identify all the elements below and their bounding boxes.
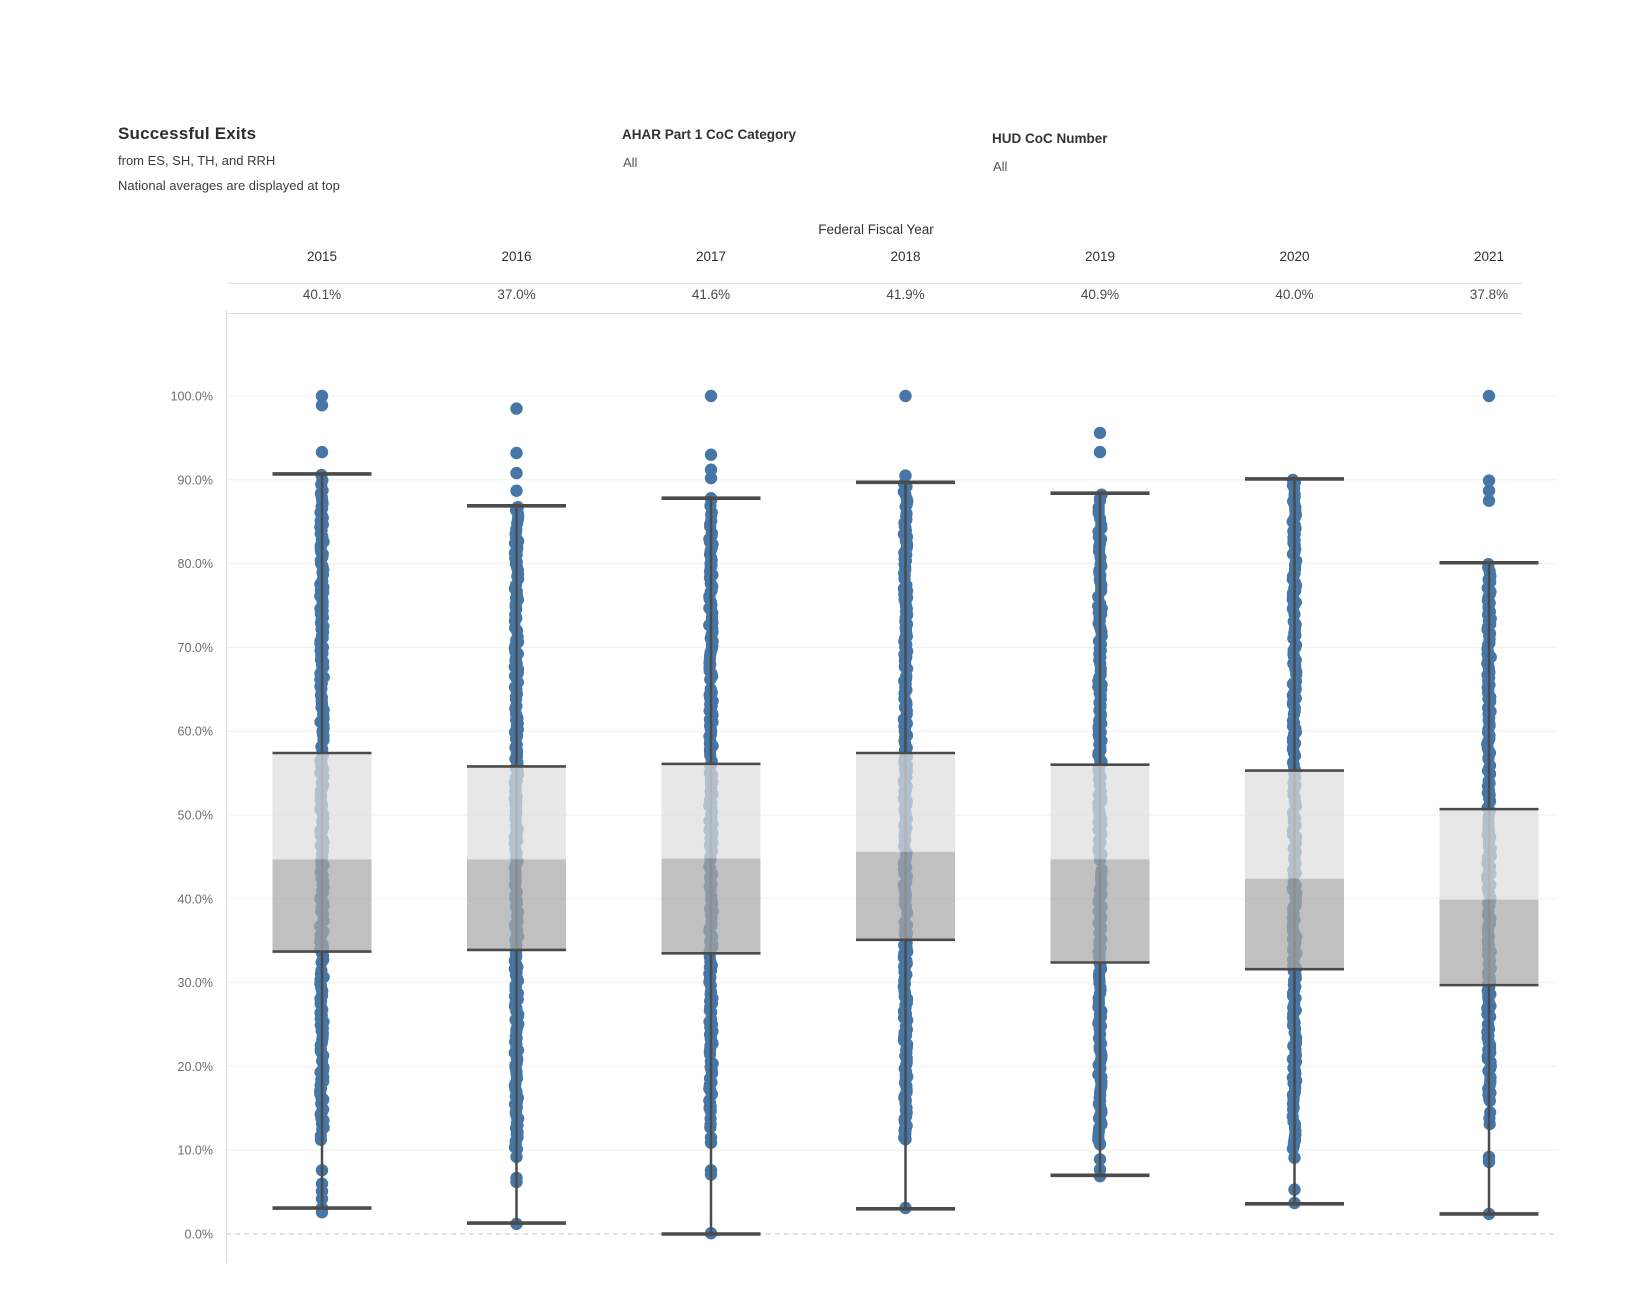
outlier-dot[interactable] [1482, 484, 1496, 497]
box-upper-quartile[interactable] [467, 766, 566, 860]
y-tick-label: 80.0% [178, 557, 213, 571]
outlier-dot[interactable] [1482, 389, 1496, 403]
y-tick-label: 40.0% [178, 892, 213, 906]
outlier-dot[interactable] [510, 466, 523, 480]
box-lower-quartile[interactable] [661, 858, 761, 954]
y-tick-label: 90.0% [178, 473, 213, 487]
outlier-dot[interactable] [704, 448, 718, 461]
national-average-2017: 41.6% [691, 287, 731, 302]
chart-title: Successful Exits [118, 124, 257, 143]
outlier-dot[interactable] [1093, 445, 1107, 459]
outlier-dot[interactable] [899, 389, 912, 403]
outlier-dot[interactable] [899, 469, 912, 482]
box-upper-quartile[interactable] [272, 752, 372, 860]
outlier-dot[interactable] [510, 484, 523, 497]
national-average-2020: 40.0% [1275, 287, 1314, 302]
outlier-dot[interactable] [704, 389, 718, 403]
outlier-dot[interactable] [704, 471, 718, 485]
year-header-2020[interactable]: 2020 [1279, 249, 1310, 264]
year-header-2016[interactable]: 2016 [501, 249, 532, 264]
box-lower-quartile[interactable] [467, 859, 566, 950]
y-tick-label: 0.0% [185, 1228, 214, 1242]
y-tick-label: 70.0% [178, 641, 213, 655]
year-header-2018[interactable]: 2018 [890, 249, 921, 264]
national-average-2019: 40.9% [1080, 287, 1120, 302]
national-average-2015: 40.1% [302, 287, 342, 302]
filter-value-hud-coc-number[interactable]: All [993, 159, 1008, 174]
chart-note: National averages are displayed at top [118, 178, 340, 193]
year-header-2019[interactable]: 2019 [1084, 249, 1116, 264]
outlier-dot[interactable] [1482, 494, 1496, 507]
filter-label-coc-category: AHAR Part 1 CoC Category [622, 127, 797, 142]
year-column-marks-2017[interactable] [661, 389, 761, 1240]
outlier-dot[interactable] [315, 399, 329, 412]
box-upper-quartile[interactable] [1439, 809, 1539, 900]
outlier-dot[interactable] [315, 445, 329, 459]
filter-value-coc-category[interactable]: All [623, 155, 638, 170]
y-tick-label: 60.0% [178, 725, 213, 739]
y-tick-label: 20.0% [178, 1060, 213, 1074]
year-column-marks-2015[interactable] [272, 389, 372, 1219]
box-upper-quartile[interactable] [1245, 770, 1344, 879]
national-average-2021: 37.8% [1469, 287, 1509, 302]
outlier-dot[interactable] [510, 402, 523, 415]
box-upper-quartile[interactable] [1050, 764, 1150, 860]
national-average-2018: 41.9% [886, 287, 925, 302]
year-header-2021[interactable]: 2021 [1473, 249, 1505, 264]
outlier-dot[interactable] [1093, 426, 1107, 440]
filter-label-hud-coc-number: HUD CoC Number [992, 131, 1108, 146]
box-lower-quartile[interactable] [1050, 859, 1150, 963]
year-column-marks-2019[interactable] [1050, 426, 1150, 1183]
box-upper-quartile[interactable] [856, 752, 955, 852]
year-column-marks-2018[interactable] [856, 389, 955, 1215]
y-tick-label: 100.0% [171, 390, 213, 404]
chart-subtitle: from ES, SH, TH, and RRH [118, 153, 276, 168]
box-lower-quartile[interactable] [1439, 899, 1539, 986]
outlier-dot[interactable] [510, 446, 523, 460]
box-upper-quartile[interactable] [661, 763, 761, 859]
y-tick-label: 30.0% [178, 976, 213, 990]
box-lower-quartile[interactable] [1245, 878, 1344, 970]
y-tick-label: 10.0% [178, 1144, 213, 1158]
national-average-2016: 37.0% [497, 287, 536, 302]
box-lower-quartile[interactable] [856, 851, 955, 940]
year-header-2017[interactable]: 2017 [695, 249, 727, 264]
year-column-marks-2016[interactable] [467, 402, 566, 1231]
outlier-dot[interactable] [1482, 474, 1496, 487]
x-axis-field-label: Federal Fiscal Year [818, 222, 934, 237]
y-tick-label: 50.0% [178, 809, 213, 823]
year-column-marks-2021[interactable] [1439, 389, 1539, 1221]
outlier-dot[interactable] [315, 389, 329, 403]
year-header-2015[interactable]: 2015 [306, 249, 338, 264]
year-column-marks-2020[interactable] [1245, 473, 1344, 1210]
box-lower-quartile[interactable] [272, 859, 372, 952]
